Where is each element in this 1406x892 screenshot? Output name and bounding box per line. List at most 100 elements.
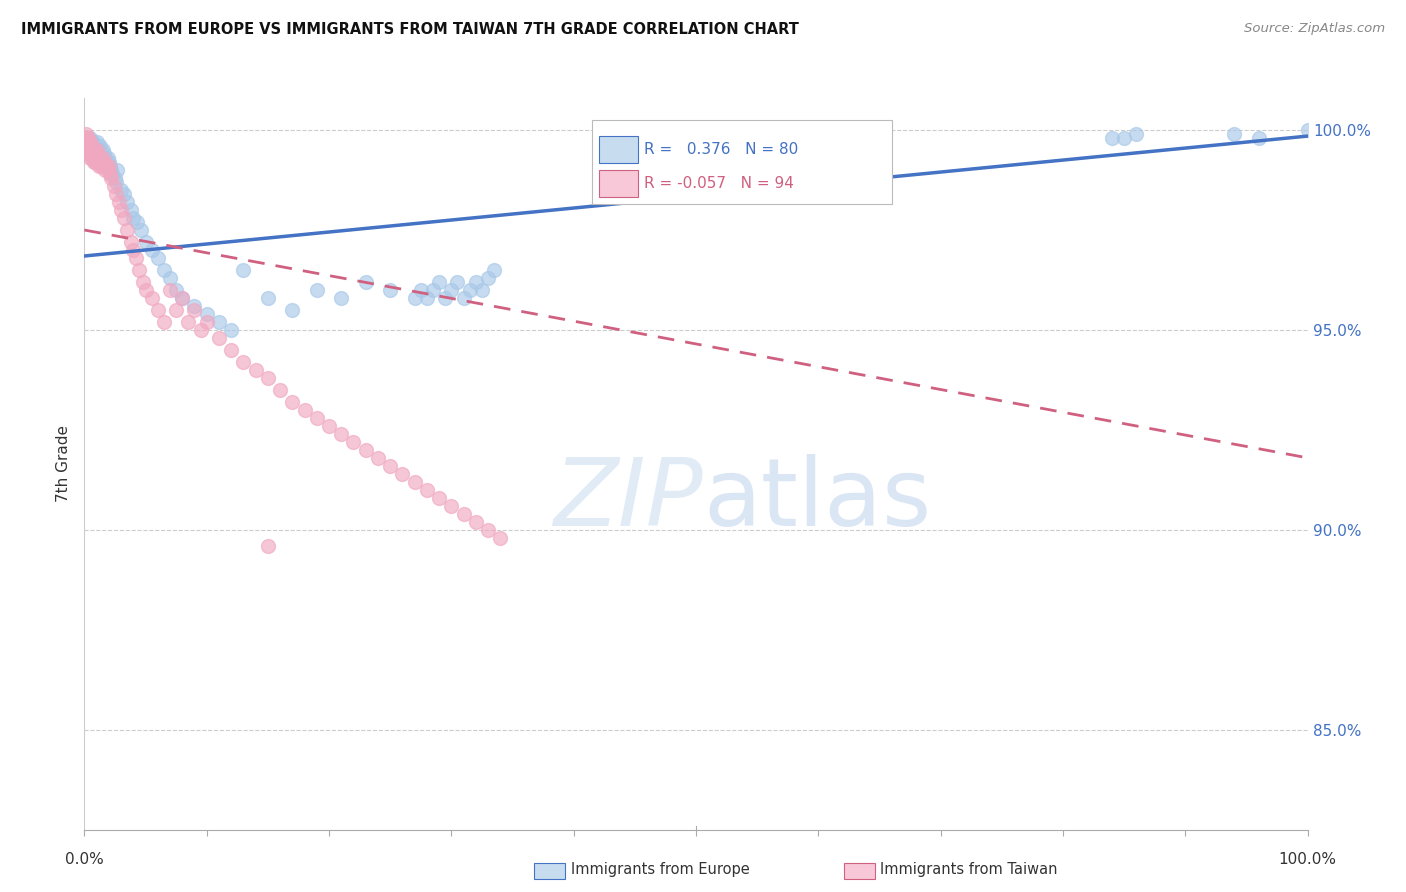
Point (380, 283, 402, 297)
Point (232, 263, 254, 277)
Point (165, 283, 187, 297)
Point (79, 135, 101, 149)
Point (135, 283, 157, 297)
Point (76, 143, 98, 157)
Point (440, 283, 463, 297)
Point (79, 139, 101, 153)
Point (110, 183, 132, 197)
Point (98, 167, 121, 181)
Point (122, 211, 145, 225)
Point (115, 195, 138, 210)
Point (98, 159, 121, 173)
Point (77, 147, 100, 161)
Point (84, 139, 107, 153)
Point (125, 251, 148, 265)
Point (91, 151, 114, 165)
Point (125, 215, 148, 229)
Point (90, 159, 112, 173)
Point (100, 171, 122, 186)
Point (427, 275, 450, 289)
Point (93, 147, 115, 161)
Point (79, 143, 101, 157)
Point (105, 175, 128, 189)
Text: 0.0%: 0.0% (65, 852, 104, 867)
Point (471, 283, 494, 297)
Point (219, 343, 242, 357)
Point (94, 151, 117, 165)
Point (86, 143, 108, 157)
Y-axis label: 7th Grade: 7th Grade (56, 425, 72, 502)
Point (122, 243, 145, 257)
Point (91, 151, 114, 165)
Point (342, 434, 364, 449)
Point (101, 167, 124, 181)
Point (1223, 127, 1246, 141)
Point (87, 147, 110, 161)
Text: atlas: atlas (703, 453, 931, 546)
Point (464, 275, 486, 289)
Point (79, 131, 101, 145)
Point (89, 155, 111, 169)
Point (165, 302, 187, 317)
Point (183, 299, 205, 313)
Point (120, 235, 142, 249)
Text: 100.0%: 100.0% (1278, 852, 1337, 867)
Point (146, 251, 169, 265)
Point (77, 135, 100, 149)
Point (94, 163, 117, 178)
Point (354, 275, 377, 289)
Point (84, 147, 107, 161)
Text: Source: ZipAtlas.com: Source: ZipAtlas.com (1244, 22, 1385, 36)
Point (132, 275, 155, 289)
Point (77, 135, 100, 149)
Point (82, 143, 104, 157)
Point (330, 291, 353, 305)
Point (183, 302, 205, 317)
Point (409, 283, 432, 297)
Point (84, 147, 107, 161)
Point (83, 147, 105, 161)
Point (77, 139, 100, 153)
Text: R = -0.057   N = 94: R = -0.057 N = 94 (644, 176, 794, 191)
Point (75, 127, 97, 141)
Point (208, 315, 231, 329)
Point (159, 271, 181, 285)
Point (86, 151, 108, 165)
Text: ZIP: ZIP (554, 454, 703, 545)
Point (146, 302, 169, 317)
Point (135, 235, 157, 249)
Point (77, 143, 100, 157)
Point (77, 139, 100, 153)
Point (232, 355, 254, 369)
Point (458, 283, 481, 297)
Point (446, 275, 468, 289)
Point (489, 531, 512, 545)
Point (84, 155, 107, 169)
Point (105, 163, 128, 178)
Point (128, 263, 150, 277)
Point (77, 131, 100, 145)
Point (172, 291, 194, 305)
Point (141, 243, 163, 257)
Point (77, 131, 100, 145)
Point (76, 135, 98, 149)
Point (440, 499, 463, 513)
Point (294, 403, 316, 417)
Point (281, 302, 304, 317)
Point (79, 151, 101, 165)
Point (416, 483, 439, 497)
Point (153, 315, 176, 329)
Point (96, 159, 118, 173)
Point (97, 159, 120, 173)
Point (83, 139, 105, 153)
Point (477, 523, 499, 537)
Point (87, 147, 110, 161)
Point (404, 475, 426, 489)
Point (100, 163, 122, 178)
Point (77, 147, 100, 161)
Point (305, 410, 328, 425)
Point (1101, 131, 1123, 145)
Point (77, 143, 100, 157)
Point (1125, 127, 1147, 141)
Point (97, 151, 120, 165)
